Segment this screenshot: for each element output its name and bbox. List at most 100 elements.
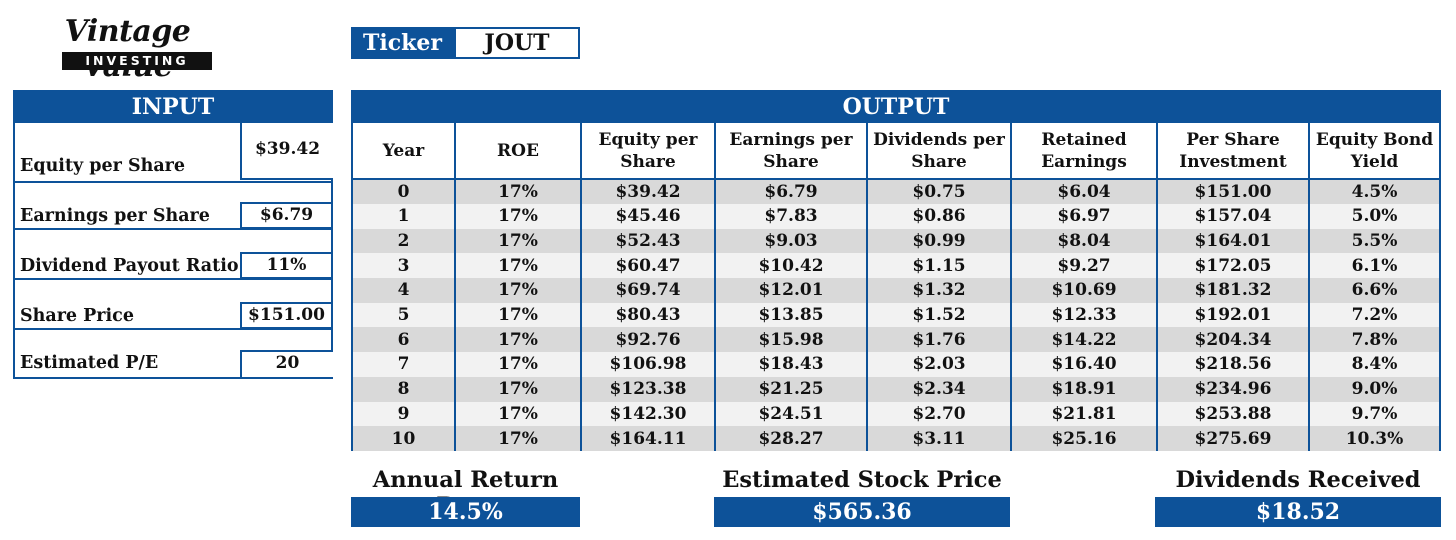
input-row-pe: Estimated P/E 20 <box>15 350 333 377</box>
annual-return-value: 14.5% <box>351 497 580 527</box>
table-cell: $10.69 <box>1011 278 1158 303</box>
table-cell: $172.05 <box>1157 253 1310 279</box>
table-cell: 17% <box>455 401 582 427</box>
table-cell: $24.51 <box>715 401 868 427</box>
table-cell: 7.2% <box>1309 302 1439 328</box>
table-cell: 8.4% <box>1309 352 1439 377</box>
dividend-payout-ratio-input[interactable]: 11% <box>240 252 333 279</box>
equity-per-share-input[interactable]: $39.42 <box>240 123 333 180</box>
column-header: Equity per Share <box>581 123 716 180</box>
table-cell: $12.33 <box>1011 302 1158 328</box>
table-cell: $106.98 <box>581 352 716 377</box>
table-cell: 9.7% <box>1309 401 1439 427</box>
table-cell: 10.3% <box>1309 426 1439 451</box>
table-cell: $18.43 <box>715 352 868 377</box>
table-cell: 7 <box>353 352 456 377</box>
table-cell: 17% <box>455 228 582 254</box>
table-cell: 7.8% <box>1309 327 1439 353</box>
table-cell: $60.47 <box>581 253 716 279</box>
logo-script-text: Vintage Value <box>64 14 191 84</box>
table-cell: $16.40 <box>1011 352 1158 377</box>
equity-per-share-label: Equity per Share <box>20 156 186 176</box>
table-cell: $80.43 <box>581 302 716 328</box>
input-row-earnings: Earnings per Share $6.79 <box>15 202 333 230</box>
input-divider <box>15 228 331 230</box>
table-row: 10 17% $164.11 $28.27 $3.11 $25.16 $275.69 10.3… <box>353 426 1439 451</box>
table-row: 5 17% $80.43 $13.85 $1.52 $12.33 $192.01 7.2% <box>353 302 1439 328</box>
table-row: 8 17% $123.38 $21.25 $2.34 $18.91 $234.96 9.0% <box>353 376 1439 402</box>
table-cell: $2.03 <box>867 352 1012 377</box>
estimated-stock-price-value: $565.36 <box>714 497 1010 527</box>
column-header: Per Share Investment <box>1157 123 1310 180</box>
table-cell: 6.1% <box>1309 253 1439 279</box>
table-cell: $1.32 <box>867 278 1012 303</box>
table-cell: 17% <box>455 302 582 328</box>
table-cell: $1.52 <box>867 302 1012 328</box>
table-cell: 17% <box>455 278 582 303</box>
table-cell: $10.42 <box>715 253 868 279</box>
table-row: 4 17% $69.74 $12.01 $1.32 $10.69 $181.32 6.6% <box>353 278 1439 303</box>
table-cell: $2.70 <box>867 401 1012 427</box>
table-cell: $218.56 <box>1157 352 1310 377</box>
table-cell: $1.76 <box>867 327 1012 353</box>
table-cell: $14.22 <box>1011 327 1158 353</box>
column-header: Dividends per Share <box>867 123 1012 180</box>
dividends-received-label: Dividends Received <box>1175 467 1421 493</box>
input-panel-title: INPUT <box>15 92 331 123</box>
vintage-value-logo: Vintage Value INVESTING <box>20 12 235 84</box>
estimated-pe-label: Estimated P/E <box>20 353 159 373</box>
ticker-input[interactable]: JOUT <box>454 27 580 59</box>
column-header: Year <box>353 123 456 180</box>
table-cell: $192.01 <box>1157 302 1310 328</box>
table-cell: $18.91 <box>1011 376 1158 402</box>
table-cell: $7.83 <box>715 204 868 229</box>
output-panel: OUTPUT Year ROE Equity per Share Earning… <box>351 90 1441 451</box>
table-cell: $142.30 <box>581 401 716 427</box>
logo-bar-text: INVESTING <box>62 52 212 70</box>
share-price-input[interactable]: $151.00 <box>240 302 333 329</box>
table-cell: $45.46 <box>581 204 716 229</box>
table-cell: $164.01 <box>1157 228 1310 254</box>
table-cell: 17% <box>455 426 582 451</box>
earnings-per-share-label: Earnings per Share <box>20 206 210 226</box>
input-row-equity: Equity per Share $39.42 <box>15 123 333 182</box>
input-row-price: Share Price $151.00 <box>15 302 333 330</box>
table-row: 7 17% $106.98 $18.43 $2.03 $16.40 $218.56 8.4% <box>353 352 1439 377</box>
input-row-payout: Dividend Payout Ratio 11% <box>15 252 333 280</box>
dividends-received-value: $18.52 <box>1155 497 1441 527</box>
table-cell: $253.88 <box>1157 401 1310 427</box>
table-cell: $6.97 <box>1011 204 1158 229</box>
table-cell: $157.04 <box>1157 204 1310 229</box>
table-cell: 17% <box>455 253 582 279</box>
table-cell: $1.15 <box>867 253 1012 279</box>
table-header-row: Year ROE Equity per Share Earnings per S… <box>353 123 1439 180</box>
table-cell: $0.75 <box>867 179 1012 204</box>
table-cell: $204.34 <box>1157 327 1310 353</box>
share-price-label: Share Price <box>20 306 134 326</box>
table-cell: 9.0% <box>1309 376 1439 402</box>
table-cell: 17% <box>455 376 582 402</box>
table-cell: 4.5% <box>1309 179 1439 204</box>
estimated-stock-price-label: Estimated Stock Price <box>722 467 1002 493</box>
table-row: 0 17% $39.42 $6.79 $0.75 $6.04 $151.00 4.5% <box>353 179 1439 204</box>
table-cell: $39.42 <box>581 179 716 204</box>
table-cell: $8.04 <box>1011 228 1158 254</box>
table-cell: 6.6% <box>1309 278 1439 303</box>
table-cell: $25.16 <box>1011 426 1158 451</box>
table-row: 2 17% $52.43 $9.03 $0.99 $8.04 $164.01 5.5% <box>353 228 1439 254</box>
estimated-pe-input[interactable]: 20 <box>240 350 333 377</box>
table-cell: 2 <box>353 228 456 254</box>
earnings-per-share-input[interactable]: $6.79 <box>240 202 333 229</box>
output-table: Year ROE Equity per Share Earnings per S… <box>353 123 1439 451</box>
dividend-payout-ratio-label: Dividend Payout Ratio <box>20 256 239 276</box>
output-panel-title: OUTPUT <box>353 92 1439 123</box>
input-divider <box>15 181 331 183</box>
table-cell: 17% <box>455 327 582 353</box>
table-cell: 6 <box>353 327 456 353</box>
table-cell: $13.85 <box>715 302 868 328</box>
table-cell: 3 <box>353 253 456 279</box>
table-cell: $151.00 <box>1157 179 1310 204</box>
table-cell: 17% <box>455 352 582 377</box>
table-cell: $9.03 <box>715 228 868 254</box>
table-row: 6 17% $92.76 $15.98 $1.76 $14.22 $204.34 7.8% <box>353 327 1439 353</box>
